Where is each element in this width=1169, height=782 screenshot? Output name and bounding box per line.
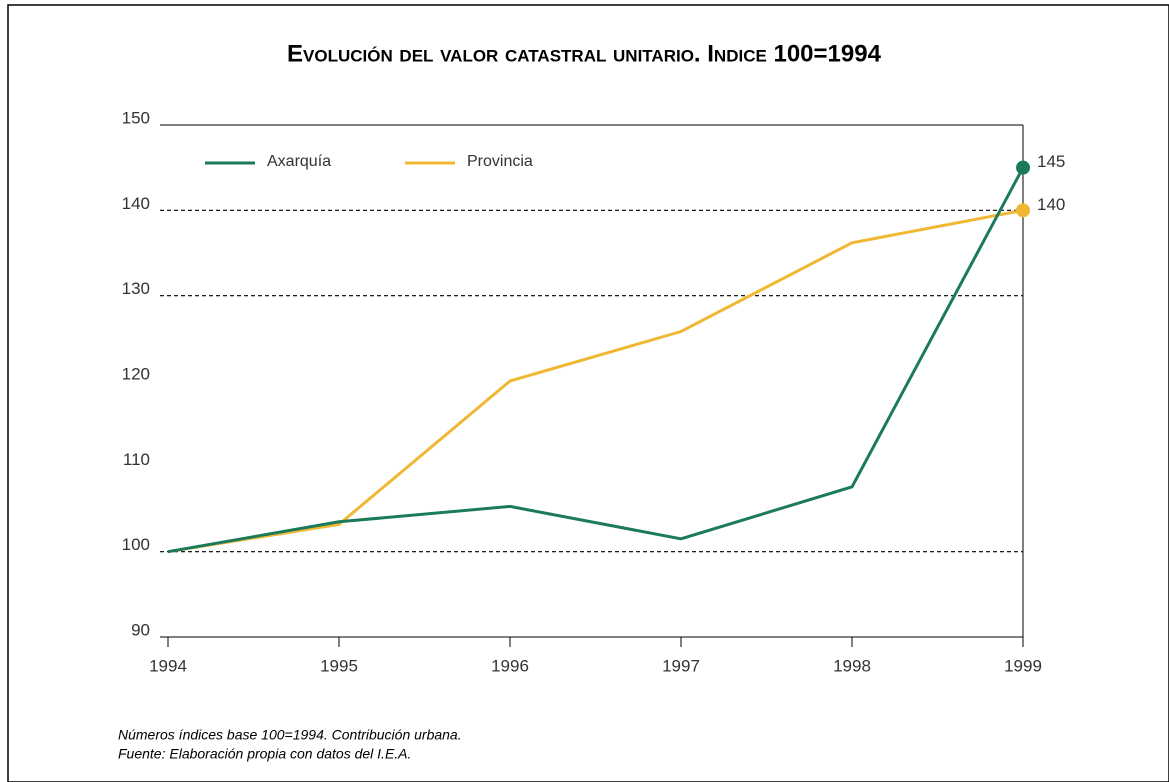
x-tick-label: 1996: [491, 656, 529, 675]
data-label: 140: [1037, 195, 1065, 214]
chart-title: Evolución del valor catastral unitario. …: [287, 40, 882, 67]
y-tick-label: 150: [122, 108, 150, 127]
end-marker: [1016, 160, 1030, 175]
x-tick-label: 1994: [149, 656, 187, 675]
end-marker: [1016, 203, 1030, 218]
legend-label: Provincia: [467, 153, 533, 170]
y-tick-label: 130: [122, 279, 150, 298]
y-tick-label: 120: [122, 364, 150, 383]
series-line: [167, 166, 1025, 554]
x-tick-label: 1998: [833, 656, 871, 675]
x-tick-label: 1997: [662, 656, 700, 675]
y-tick-label: 110: [123, 450, 150, 469]
x-tick-label: 1999: [1004, 656, 1042, 675]
series-line: [167, 208, 1024, 554]
y-tick-label: 140: [122, 194, 150, 213]
y-tick-label: 90: [131, 620, 150, 639]
data-label: 145: [1037, 152, 1065, 171]
note: Fuente: Elaboración propia con datos del…: [118, 746, 411, 762]
legend-label: Axarquía: [267, 153, 331, 170]
y-tick-label: 100: [122, 535, 150, 554]
x-tick-label: 1995: [320, 656, 358, 675]
note: Números índices base 100=1994. Contribuc…: [118, 727, 462, 743]
frame: [7, 4, 1169, 782]
